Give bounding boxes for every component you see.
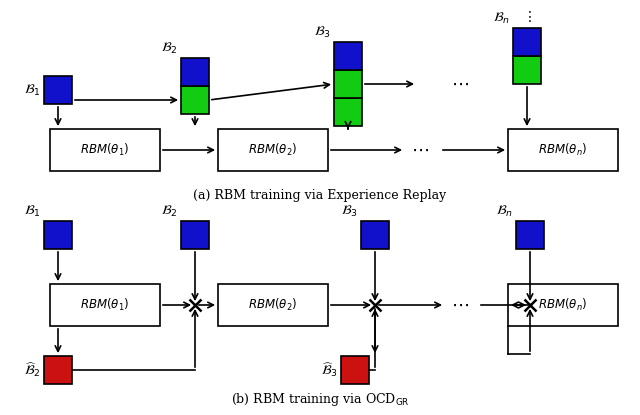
Text: $\mathcal{B}_{n}$: $\mathcal{B}_{n}$ bbox=[496, 204, 513, 219]
Bar bbox=[513, 28, 541, 56]
Bar bbox=[334, 70, 362, 98]
Bar bbox=[44, 76, 72, 104]
Bar bbox=[181, 221, 209, 249]
Text: $\mathcal{B}_{1}$: $\mathcal{B}_{1}$ bbox=[24, 83, 41, 98]
Bar bbox=[361, 221, 389, 249]
Bar bbox=[341, 356, 369, 384]
Text: (a) RBM training via Experience Replay: (a) RBM training via Experience Replay bbox=[193, 188, 447, 202]
Text: $\mathcal{B}_{n}$: $\mathcal{B}_{n}$ bbox=[493, 11, 510, 26]
Text: $RBM(\theta_{1})$: $RBM(\theta_{1})$ bbox=[81, 142, 130, 158]
Text: $RBM(\theta_{2})$: $RBM(\theta_{2})$ bbox=[248, 142, 298, 158]
Bar bbox=[334, 42, 362, 70]
Text: $\cdots$: $\cdots$ bbox=[451, 296, 469, 314]
Text: $\mathcal{B}_{3}$: $\mathcal{B}_{3}$ bbox=[314, 25, 331, 40]
Bar bbox=[516, 221, 544, 249]
Bar bbox=[508, 284, 618, 326]
Text: $RBM(\theta_{n})$: $RBM(\theta_{n})$ bbox=[538, 297, 588, 313]
Text: $\mathcal{B}_{2}$: $\mathcal{B}_{2}$ bbox=[161, 41, 178, 56]
Bar bbox=[508, 129, 618, 171]
Text: $\widehat{\mathcal{B}}_3$: $\widehat{\mathcal{B}}_3$ bbox=[321, 361, 338, 379]
Text: $\cdots$: $\cdots$ bbox=[411, 141, 429, 159]
Bar bbox=[218, 129, 328, 171]
Text: $\mathcal{B}_{1}$: $\mathcal{B}_{1}$ bbox=[24, 204, 41, 219]
Text: $\mathcal{B}_{3}$: $\mathcal{B}_{3}$ bbox=[341, 204, 358, 219]
Bar bbox=[181, 86, 209, 114]
Text: $\widehat{\mathcal{B}}_2$: $\widehat{\mathcal{B}}_2$ bbox=[24, 361, 41, 379]
Bar bbox=[513, 56, 541, 84]
Bar bbox=[50, 284, 160, 326]
Bar bbox=[218, 284, 328, 326]
Bar bbox=[50, 129, 160, 171]
Text: (b) RBM training via OCD$_{\rm GR}$: (b) RBM training via OCD$_{\rm GR}$ bbox=[230, 391, 410, 408]
Text: $\cdots$: $\cdots$ bbox=[451, 75, 469, 93]
Text: $\vdots$: $\vdots$ bbox=[522, 9, 532, 24]
Text: $RBM(\theta_{1})$: $RBM(\theta_{1})$ bbox=[81, 297, 130, 313]
Text: $RBM(\theta_{n})$: $RBM(\theta_{n})$ bbox=[538, 142, 588, 158]
Bar bbox=[44, 356, 72, 384]
Text: $RBM(\theta_{2})$: $RBM(\theta_{2})$ bbox=[248, 297, 298, 313]
Bar bbox=[181, 58, 209, 86]
Text: $\mathcal{B}_{2}$: $\mathcal{B}_{2}$ bbox=[161, 204, 178, 219]
Bar bbox=[44, 221, 72, 249]
Bar bbox=[334, 98, 362, 126]
